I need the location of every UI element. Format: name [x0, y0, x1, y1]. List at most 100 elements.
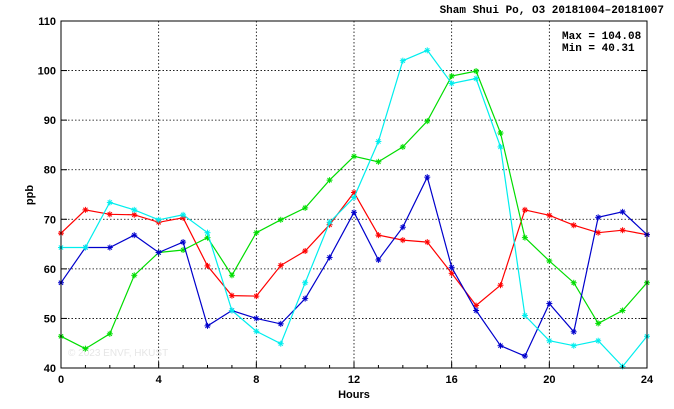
data-point [106, 211, 113, 218]
data-point [424, 47, 431, 54]
data-point [253, 229, 260, 236]
data-point [473, 75, 480, 82]
max-label: Max = 104.08 [562, 31, 642, 43]
data-point [546, 212, 553, 219]
data-point [302, 295, 309, 302]
data-point [546, 257, 553, 264]
data-point [399, 224, 406, 231]
data-point [570, 342, 577, 349]
data-point [399, 143, 406, 150]
data-point [131, 232, 138, 239]
data-point [619, 227, 626, 234]
data-point [448, 264, 455, 271]
data-point [277, 340, 284, 347]
data-point [473, 68, 480, 75]
data-point [302, 279, 309, 286]
data-point [326, 254, 333, 261]
data-point [473, 307, 480, 314]
y-tick-label: 70 [44, 214, 56, 226]
x-tick-label: 24 [641, 374, 654, 386]
data-point [228, 307, 235, 314]
data-point [570, 222, 577, 229]
data-point [619, 208, 626, 215]
data-point [277, 216, 284, 223]
data-point [204, 322, 211, 329]
data-point [399, 237, 406, 244]
min-label: Min = 40.31 [562, 43, 635, 55]
y-tick-label: 90 [44, 115, 56, 127]
data-point [253, 328, 260, 335]
y-axis-label: ppb [24, 185, 36, 205]
chart-title: Sham Shui Po, O3 20181004–20181007 [440, 5, 664, 17]
data-point [497, 143, 504, 150]
data-point [326, 177, 333, 184]
data-point [619, 307, 626, 314]
data-point [424, 174, 431, 181]
data-point [131, 272, 138, 279]
x-tick-label: 0 [58, 374, 64, 386]
data-point [253, 293, 260, 300]
y-tick-label: 40 [44, 363, 56, 375]
series-layer [58, 47, 650, 370]
data-point [302, 248, 309, 255]
data-point [204, 262, 211, 269]
data-point [595, 229, 602, 236]
data-point [521, 312, 528, 319]
data-point [595, 337, 602, 344]
data-point [375, 138, 382, 145]
data-point [595, 214, 602, 221]
data-point [155, 216, 162, 223]
data-point [570, 279, 577, 286]
data-point [375, 256, 382, 263]
y-tick-label: 60 [44, 264, 56, 276]
data-point [521, 206, 528, 213]
data-point [180, 211, 187, 218]
y-tick-label: 80 [44, 165, 56, 177]
x-tick-label: 12 [348, 374, 360, 386]
y-tick-label: 100 [38, 66, 56, 78]
data-point [546, 337, 553, 344]
data-point [302, 204, 309, 211]
data-point [448, 80, 455, 87]
data-point [448, 270, 455, 277]
data-point [106, 199, 113, 206]
x-axis-label: Hours [338, 389, 370, 401]
data-point [375, 232, 382, 239]
data-point [326, 219, 333, 226]
data-point [82, 244, 89, 251]
data-point [82, 345, 89, 352]
data-point [106, 330, 113, 337]
x-tick-label: 8 [253, 374, 259, 386]
data-point [399, 57, 406, 64]
data-point [351, 209, 357, 216]
data-point [131, 211, 138, 218]
data-point [180, 239, 187, 246]
data-point [155, 249, 162, 256]
watermark: © 2023 ENVF, HKUST [68, 348, 168, 359]
data-point [424, 239, 431, 246]
y-tick-label: 50 [44, 313, 56, 325]
data-point [595, 320, 602, 327]
data-point [570, 328, 577, 335]
data-point [521, 234, 528, 241]
y-tick-label: 110 [38, 16, 56, 28]
data-point [253, 315, 260, 322]
data-point [546, 300, 553, 307]
series-3 [58, 174, 650, 360]
data-point [277, 262, 284, 269]
data-point [424, 118, 431, 125]
data-point [277, 320, 284, 327]
x-tick-label: 16 [446, 374, 458, 386]
x-tick-label: 20 [543, 374, 555, 386]
data-point [228, 292, 235, 299]
data-point [497, 282, 504, 289]
data-point [448, 73, 455, 80]
data-point [521, 353, 528, 360]
data-point [106, 244, 113, 251]
x-tick-label: 4 [156, 374, 163, 386]
data-point [82, 206, 89, 213]
ticks: 0 4 8 12 16 20 24 40 50 60 70 80 90 100 110 [38, 16, 654, 386]
data-point [375, 158, 382, 165]
data-point [351, 153, 357, 160]
